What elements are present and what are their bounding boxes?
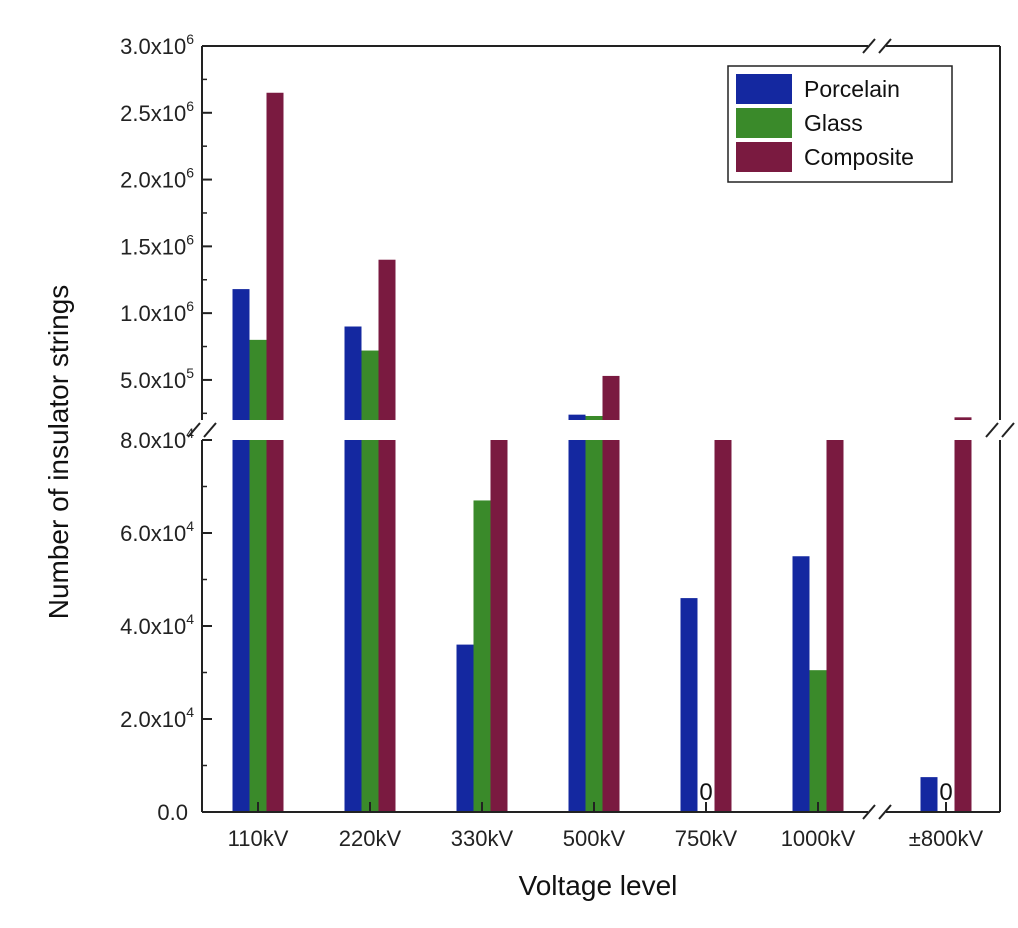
y-tick-label: 2.5x106 (120, 98, 194, 126)
x-axis-title: Voltage level (519, 870, 678, 901)
y-tick-label: 3.0x106 (120, 31, 194, 59)
bar-glass (473, 500, 491, 812)
y-tick-label: 0.0 (157, 800, 188, 825)
bar-porcelain-upper (344, 326, 362, 420)
bottom-break-mark (878, 804, 892, 820)
axes-layer (187, 38, 1015, 820)
bar-composite-lower (954, 440, 972, 812)
y-tick-label: 1.5x106 (120, 231, 194, 259)
bar-composite-lower (378, 440, 396, 812)
bar-glass-upper (585, 415, 603, 420)
legend-swatch-composite (736, 142, 792, 172)
bar-composite (714, 440, 732, 812)
y-axis-title: Number of insulator strings (43, 285, 74, 620)
left-break-mark (187, 422, 201, 438)
legend-label-glass: Glass (804, 110, 863, 136)
y-tick-label: 8.0x104 (120, 425, 194, 453)
legend-swatch-porcelain (736, 74, 792, 104)
top-break-mark (862, 38, 876, 54)
x-tick-label: 110kV (228, 826, 289, 851)
y-tick-label: 2.0x106 (120, 165, 194, 193)
bar-composite-lower (602, 440, 620, 812)
bar-composite-lower (266, 440, 284, 812)
bar-porcelain (680, 598, 698, 812)
legend-label-composite: Composite (804, 144, 914, 170)
legend-label-porcelain: Porcelain (804, 76, 900, 102)
bar-glass-upper (249, 339, 267, 420)
bar-glass (809, 670, 827, 812)
y-tick-label: 4.0x104 (120, 611, 194, 639)
y-tick-label: 6.0x104 (120, 518, 194, 546)
bar-porcelain (456, 644, 474, 812)
bar-composite-upper (378, 259, 396, 420)
y-tick-label: 5.0x105 (120, 365, 194, 393)
x-tick-label: 750kV (675, 826, 738, 851)
left-break-mark (203, 422, 217, 438)
bar-glass-lower (361, 440, 379, 812)
legend-swatch-glass (736, 108, 792, 138)
zero-value-label: 0 (939, 779, 952, 806)
zero-value-label: 0 (699, 779, 712, 806)
x-tick-label: ±800kV (909, 826, 984, 851)
right-break-mark (985, 422, 999, 438)
x-tick-label: 500kV (563, 826, 626, 851)
y-tick-label: 1.0x106 (120, 298, 194, 326)
bar-glass-upper (361, 350, 379, 420)
bar-porcelain-lower (344, 440, 362, 812)
x-tick-label: 220kV (339, 826, 402, 851)
bar-composite-upper (602, 375, 620, 420)
bottom-break-mark (862, 804, 876, 820)
right-break-mark (1001, 422, 1015, 438)
top-break-mark (878, 38, 892, 54)
legend: Porcelain Glass Composite (727, 65, 953, 183)
x-tick-label: 330kV (451, 826, 514, 851)
bar-glass-lower (249, 440, 267, 812)
x-tick-label: 1000kV (781, 826, 856, 851)
bar-porcelain (792, 556, 810, 812)
bar-composite-upper (954, 417, 972, 420)
bar-porcelain-upper (568, 414, 586, 420)
bar-glass-lower (585, 440, 603, 812)
bar-porcelain-lower (568, 440, 586, 812)
bar-composite-upper (266, 92, 284, 420)
bar-composite (826, 440, 844, 812)
bar-porcelain-upper (232, 289, 250, 420)
bar-porcelain (920, 777, 938, 812)
y-tick-label: 2.0x104 (120, 704, 194, 732)
bar-composite (490, 440, 508, 812)
tick-layer: 0.0 2.0x104 4.0x104 6.0x104 8.0x104 5.0x105 1.… (120, 31, 983, 851)
bar-porcelain-lower (232, 440, 250, 812)
